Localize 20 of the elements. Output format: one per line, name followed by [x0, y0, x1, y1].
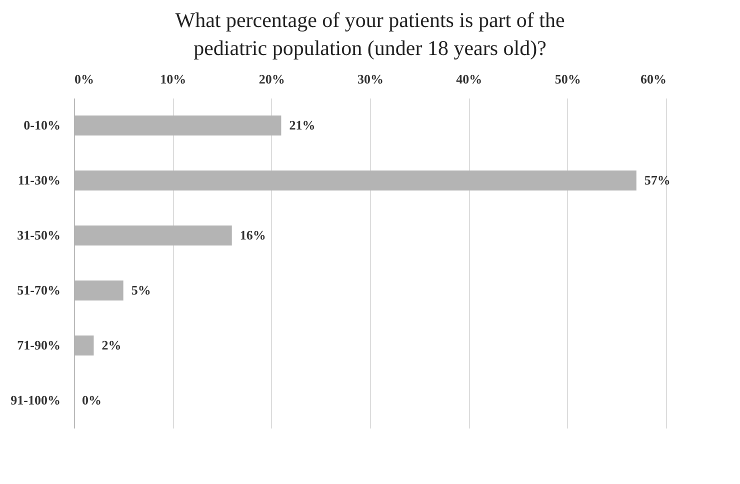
x-tick-label: 60% [640, 72, 666, 86]
y-tick-label: 11-30% [18, 172, 60, 188]
data-label: 21% [289, 118, 316, 132]
data-label: 2% [102, 338, 122, 352]
y-tick-label: 51-70% [17, 282, 60, 298]
data-label: 57% [644, 172, 670, 188]
x-tick-label: 0% [74, 72, 94, 86]
x-tick-label: 40% [456, 72, 482, 86]
x-tick-label: 20% [258, 72, 285, 86]
data-label: 0% [82, 392, 102, 408]
y-tick-label: 91-100% [10, 392, 60, 408]
x-tick-label: 50% [554, 72, 581, 86]
y-tick-label: 0-10% [24, 118, 60, 132]
x-tick-label: 10% [160, 72, 186, 86]
data-label: 16% [240, 228, 266, 242]
y-tick-label: 31-50% [17, 228, 60, 242]
data-label: 5% [131, 282, 151, 298]
chart-title: What percentage of your patients is part of the pediatric population (under 18 years old)? [175, 8, 565, 60]
x-tick-label: 30% [358, 72, 384, 86]
y-tick-label: 71-90% [17, 338, 60, 352]
